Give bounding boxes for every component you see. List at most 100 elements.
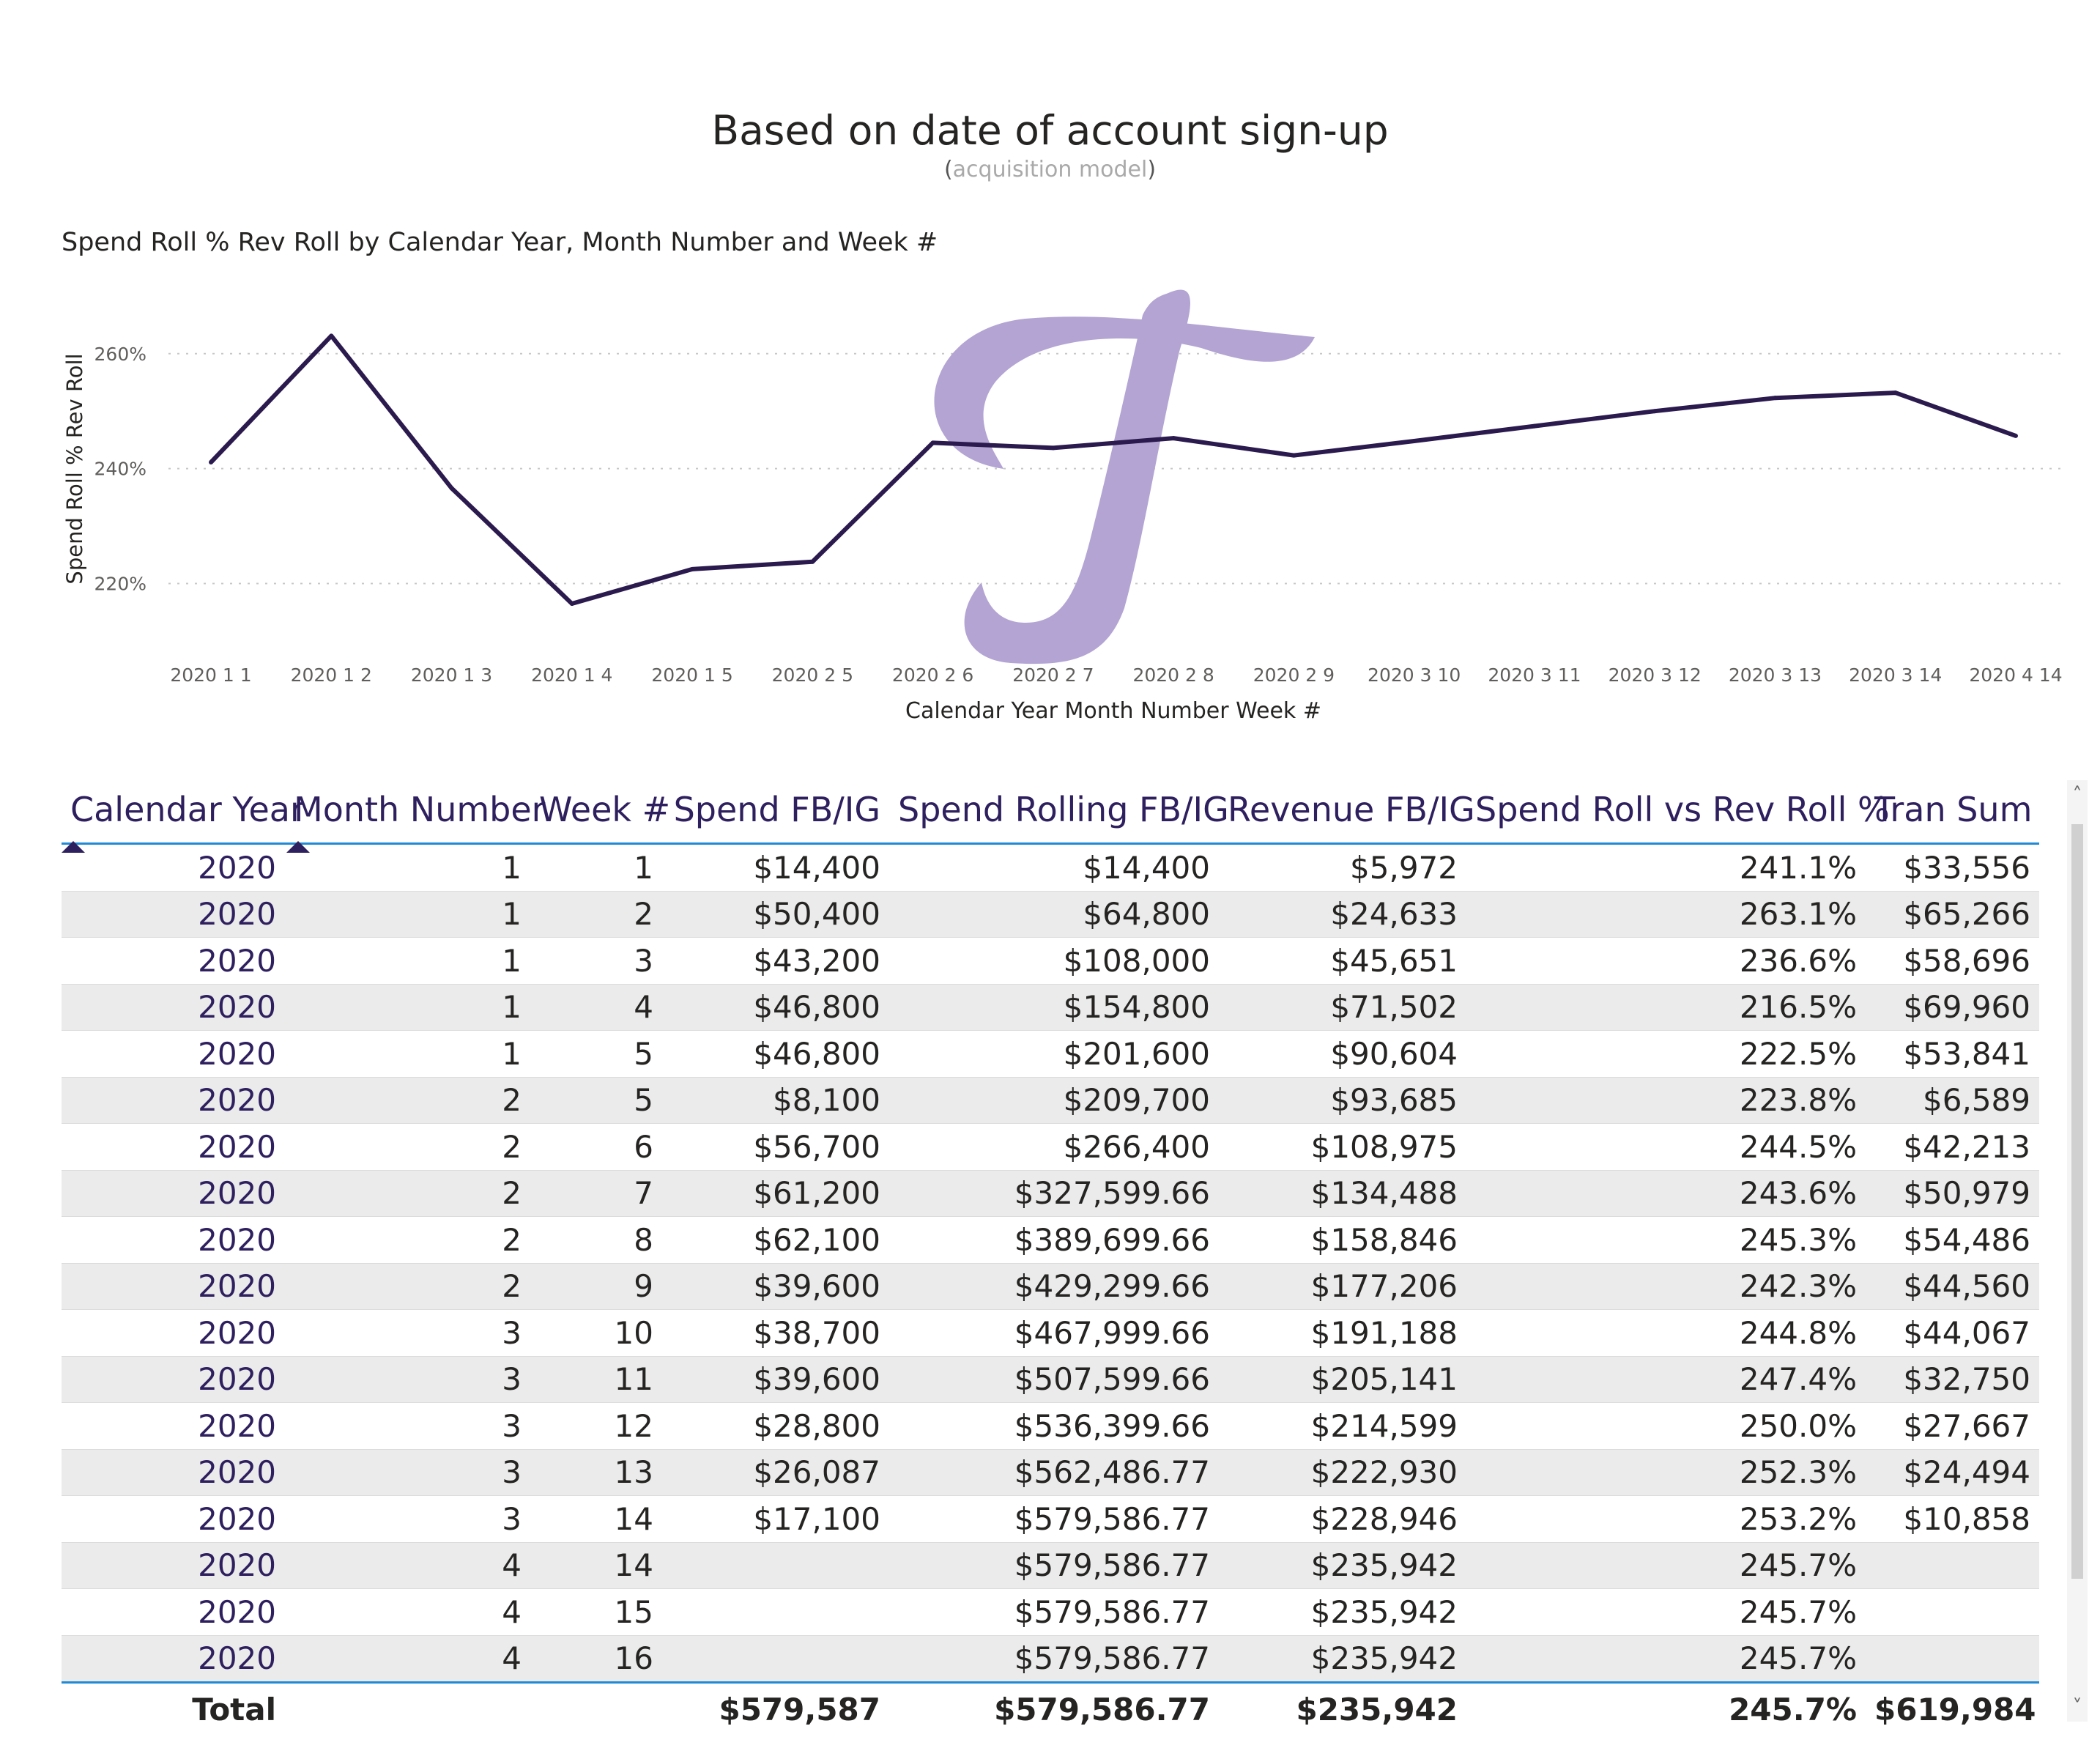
x-tick-label: 2020 1 2 <box>291 664 372 686</box>
cell-week-number: 6 <box>530 1123 662 1171</box>
subtitle-open-paren: ( <box>943 157 953 182</box>
cell-calendar-year: 2020 <box>62 843 285 892</box>
table-row[interactable]: 2020 1 1 $14,400 $14,400 $5,972 241.1% $33,556 <box>62 843 2039 892</box>
table-scrollbar[interactable]: ˄ ˅ <box>2067 780 2088 1722</box>
table-row[interactable]: 2020 3 13 $26,087 $562,486.77 $222,930 252.3% $… <box>62 1449 2039 1496</box>
table-row[interactable]: 2020 3 11 $39,600 $507,599.66 $205,141 247.4% $… <box>62 1356 2039 1403</box>
table-row[interactable]: 2020 2 8 $62,100 $389,699.66 $158,846 245.3% $5… <box>62 1216 2039 1264</box>
chart-title: Spend Roll % Rev Roll by Calendar Year, … <box>62 228 938 257</box>
cell-tran-sum <box>1866 1635 2039 1683</box>
table-row[interactable]: 2020 3 12 $28,800 $536,399.66 $214,599 250.0% $… <box>62 1402 2039 1450</box>
table-row[interactable]: 2020 2 6 $56,700 $266,400 $108,975 244.5% $42,2… <box>62 1123 2039 1171</box>
cell-spend-roll-vs-rev-roll-pct: 223.8% <box>1466 1077 1866 1124</box>
column-header-spend-rolling-fbig[interactable]: Spend Rolling FB/IG <box>898 790 1229 829</box>
cell-tran-sum: $6,589 <box>1866 1077 2039 1124</box>
cell-tran-sum <box>1866 1588 2039 1636</box>
series-line[interactable] <box>209 333 2017 606</box>
column-header-revenue-fbig[interactable]: Revenue FB/IG <box>1228 790 1475 829</box>
scrollbar-thumb[interactable] <box>2071 824 2083 1579</box>
data-point[interactable] <box>1171 436 1176 441</box>
sort-ascending-icon[interactable] <box>286 841 310 853</box>
table-row[interactable]: 2020 4 16 $579,586.77 $235,942 245.7% <box>62 1635 2039 1683</box>
total-tran-sum: $619,984 <box>1866 1682 2039 1735</box>
data-point[interactable] <box>209 460 213 465</box>
cell-tran-sum: $42,213 <box>1866 1123 2039 1171</box>
table-row[interactable]: 2020 1 2 $50,400 $64,800 $24,633 263.1% $65,266 <box>62 891 2039 938</box>
data-point[interactable] <box>810 559 815 564</box>
cell-month-number: 2 <box>285 1216 530 1264</box>
cell-spend-roll-vs-rev-roll-pct: 245.7% <box>1466 1588 1866 1636</box>
data-point[interactable] <box>1411 439 1417 443</box>
cell-revenue-fbig: $177,206 <box>1219 1263 1466 1310</box>
cell-revenue-fbig: $228,946 <box>1219 1495 1466 1543</box>
chevron-up-icon[interactable]: ˄ <box>2072 784 2082 806</box>
y-tick-label: 260% <box>94 344 146 365</box>
x-axis-ticks: 2020 1 1 2020 1 2 2020 1 3 2020 1 4 2020 1 5… <box>170 664 2062 686</box>
cell-spend-rolling-fbig: $579,586.77 <box>889 1495 1219 1543</box>
data-point[interactable] <box>930 440 935 445</box>
table-row[interactable]: 2020 2 7 $61,200 $327,599.66 $134,488 243.6% $5… <box>62 1170 2039 1217</box>
column-header-month-number[interactable]: Month Number <box>285 777 546 853</box>
chevron-down-icon[interactable]: ˅ <box>2072 1696 2082 1718</box>
data-point[interactable] <box>1652 409 1658 414</box>
subtitle-text: acquisition model <box>952 157 1148 182</box>
sort-ascending-icon[interactable] <box>62 841 85 853</box>
cell-week-number: 14 <box>530 1495 662 1543</box>
cell-month-number: 3 <box>285 1449 530 1496</box>
data-point[interactable] <box>1773 396 1778 401</box>
cell-revenue-fbig: $93,685 <box>1219 1077 1466 1124</box>
cell-spend-fbig: $46,800 <box>662 984 889 1031</box>
table-row[interactable]: 2020 2 9 $39,600 $429,299.66 $177,206 242.3% $4… <box>62 1263 2039 1310</box>
cell-spend-rolling-fbig: $507,599.66 <box>889 1356 1219 1403</box>
cell-spend-roll-vs-rev-roll-pct: 241.1% <box>1466 843 1866 892</box>
column-header-calendar-year[interactable]: Calendar Year <box>62 777 304 853</box>
table-row[interactable]: 2020 4 14 $579,586.77 $235,942 245.7% <box>62 1542 2039 1589</box>
table-row[interactable]: 2020 3 14 $17,100 $579,586.77 $228,946 253.2% $… <box>62 1495 2039 1543</box>
cell-spend-rolling-fbig: $108,000 <box>889 937 1219 985</box>
data-point[interactable] <box>1893 390 1898 396</box>
x-tick-label: 2020 1 5 <box>651 664 732 686</box>
table-row[interactable]: 2020 1 5 $46,800 $201,600 $90,604 222.5% $53,84… <box>62 1030 2039 1078</box>
cell-spend-fbig: $38,700 <box>662 1309 889 1357</box>
table-row[interactable]: 2020 3 10 $38,700 $467,999.66 $191,188 244.8% $… <box>62 1309 2039 1357</box>
data-point[interactable] <box>2014 433 2018 438</box>
data-point[interactable] <box>1050 445 1055 451</box>
total-revenue-fbig: $235,942 <box>1219 1682 1466 1735</box>
table-row[interactable]: 2020 1 3 $43,200 $108,000 $45,651 236.6% $58,69… <box>62 937 2039 985</box>
data-point[interactable] <box>690 566 695 571</box>
cell-week-number: 14 <box>530 1542 662 1589</box>
column-header-spend-roll-vs-rev-roll-pct[interactable]: Spend Roll vs Rev Roll % <box>1475 790 1890 829</box>
cell-spend-roll-vs-rev-roll-pct: 245.7% <box>1466 1635 1866 1683</box>
cell-revenue-fbig: $5,972 <box>1219 843 1466 892</box>
cell-spend-roll-vs-rev-roll-pct: 243.6% <box>1466 1170 1866 1217</box>
table-row[interactable]: 2020 1 4 $46,800 $154,800 $71,502 216.5% $69,96… <box>62 984 2039 1031</box>
cell-spend-fbig: $56,700 <box>662 1123 889 1171</box>
cell-spend-roll-vs-rev-roll-pct: 247.4% <box>1466 1356 1866 1403</box>
cell-month-number: 3 <box>285 1402 530 1450</box>
data-point[interactable] <box>449 486 454 491</box>
cell-calendar-year: 2020 <box>62 1635 285 1683</box>
y-tick-label: 220% <box>94 574 146 595</box>
data-point[interactable] <box>1532 423 1537 429</box>
cell-revenue-fbig: $235,942 <box>1219 1542 1466 1589</box>
cell-month-number: 2 <box>285 1263 530 1310</box>
cell-spend-rolling-fbig: $467,999.66 <box>889 1309 1219 1357</box>
cell-revenue-fbig: $24,633 <box>1219 891 1466 938</box>
cell-calendar-year: 2020 <box>62 1309 285 1357</box>
cell-spend-roll-vs-rev-roll-pct: 216.5% <box>1466 984 1866 1031</box>
column-header-tran-sum[interactable]: Tran Sum <box>1874 790 2033 829</box>
table-row[interactable]: 2020 4 15 $579,586.77 $235,942 245.7% <box>62 1588 2039 1636</box>
table-row[interactable]: 2020 2 5 $8,100 $209,700 $93,685 223.8% $6,589 <box>62 1077 2039 1124</box>
data-point[interactable] <box>569 601 574 607</box>
cell-tran-sum: $65,266 <box>1866 891 2039 938</box>
data-point[interactable] <box>329 333 334 338</box>
column-header-week-number[interactable]: Week # <box>539 790 671 829</box>
cell-week-number: 16 <box>530 1635 662 1683</box>
cell-week-number: 10 <box>530 1309 662 1357</box>
y-axis-ticks: 220% 240% 260% <box>94 344 146 595</box>
cell-revenue-fbig: $205,141 <box>1219 1356 1466 1403</box>
column-header-spend-fbig[interactable]: Spend FB/IG <box>673 790 880 829</box>
cell-calendar-year: 2020 <box>62 1077 285 1124</box>
data-point[interactable] <box>1291 453 1296 458</box>
line-chart: 220%240%260% 2020 1 1 2020 1 2 2020 1 3 202… <box>62 289 2066 724</box>
